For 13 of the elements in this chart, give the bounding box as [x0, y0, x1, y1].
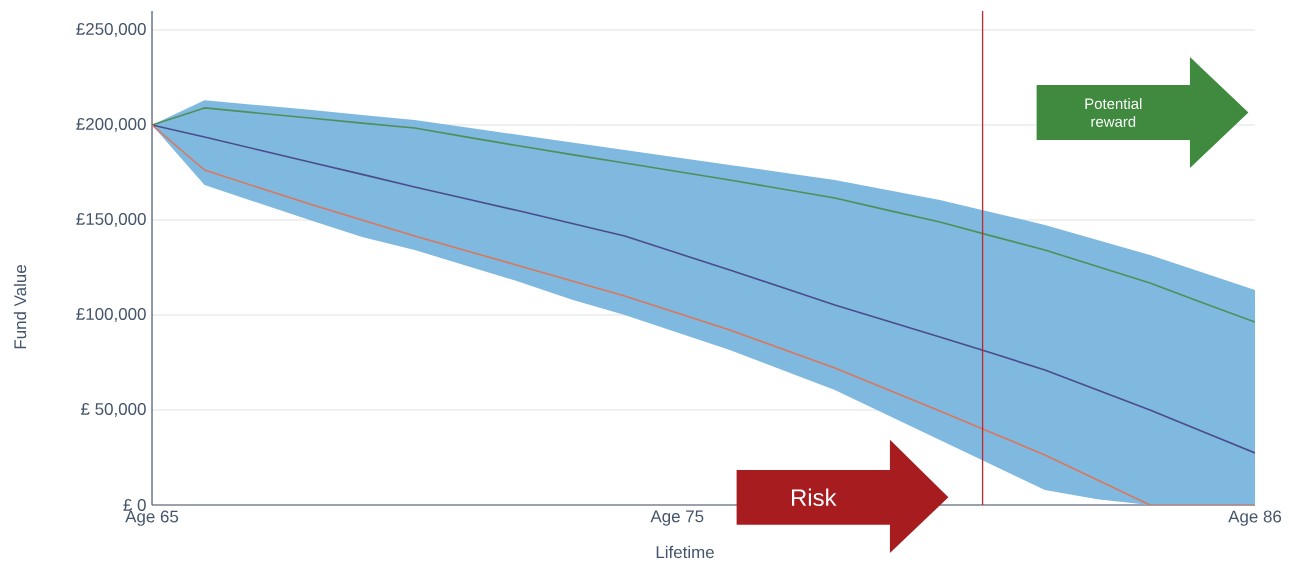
y-tick-label: £ 0 [123, 498, 146, 511]
y-tick-label: £ 50,000 [81, 402, 146, 417]
y-tick-label: £100,000 [76, 307, 146, 322]
y-axis-title: Fund Value [13, 265, 27, 349]
y-tick-label: £200,000 [76, 117, 146, 132]
x-axis-title: Lifetime [656, 545, 714, 559]
x-tick-label: Age 86 [1228, 510, 1282, 526]
y-tick-label: £150,000 [76, 212, 146, 227]
x-tick-label: Age 75 [650, 510, 704, 526]
annotation: Risk [791, 488, 837, 507]
y-tick-label: £250,000 [76, 22, 146, 37]
x-tick-label: Age 65 [125, 510, 179, 526]
annotation: Potential reward [1085, 98, 1142, 127]
